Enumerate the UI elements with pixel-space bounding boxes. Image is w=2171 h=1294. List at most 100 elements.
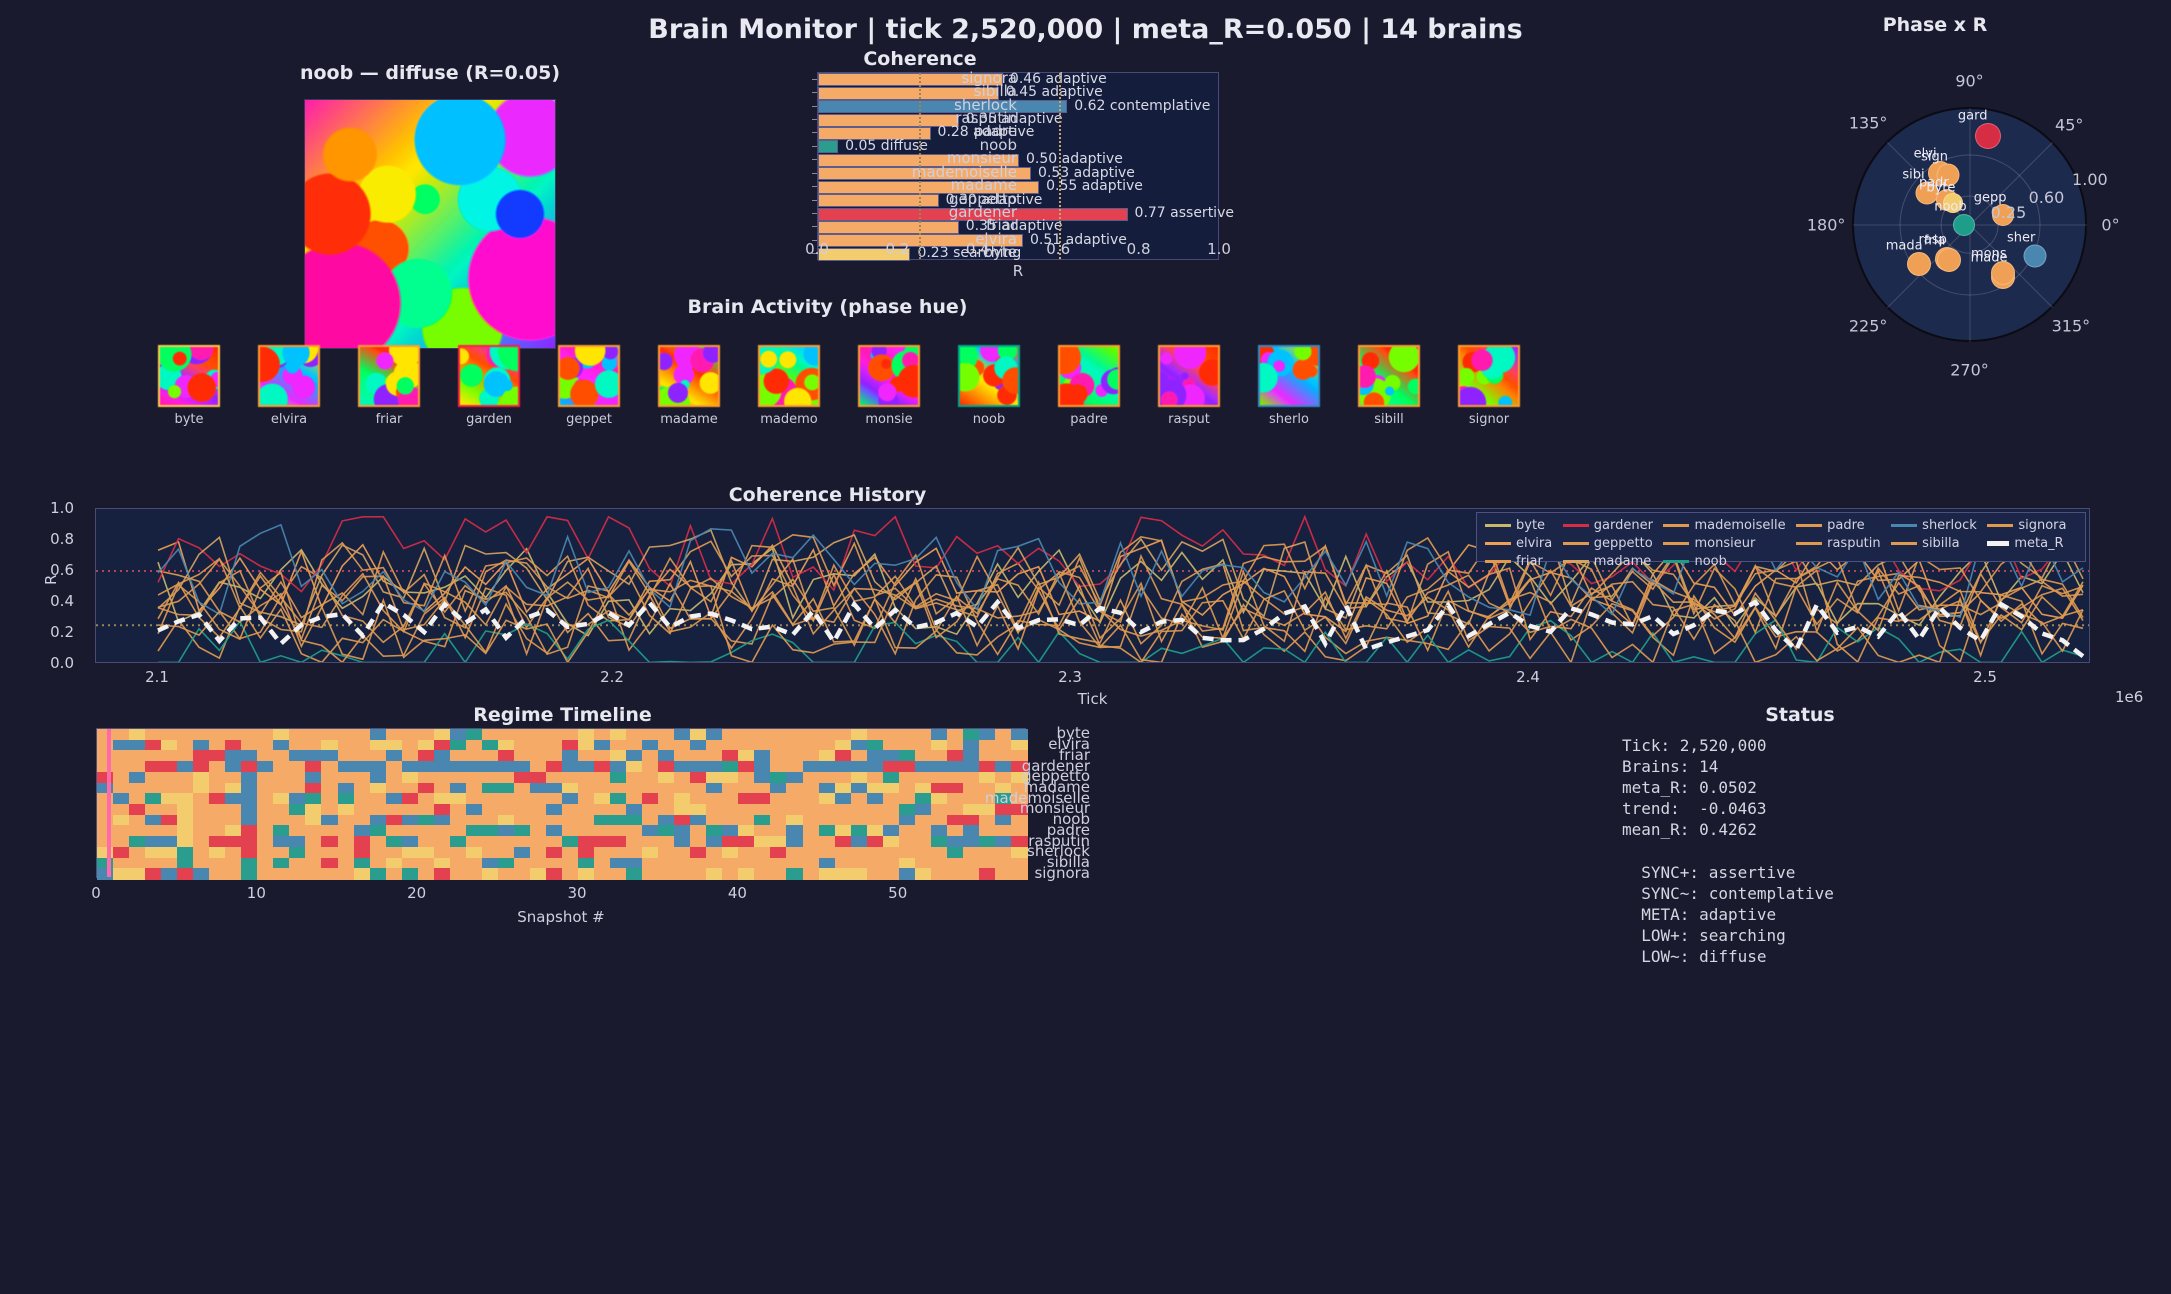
regime-current-marker	[106, 729, 111, 877]
regime-cell	[994, 857, 1012, 869]
coherence-tick-mark	[812, 105, 817, 107]
polar-angle-label: 0°	[2101, 215, 2120, 234]
legend-item[interactable]: geppetto	[1562, 536, 1654, 551]
brain-thumbnail[interactable]: monsie	[854, 345, 924, 427]
legend-item[interactable]: noob	[1663, 554, 1786, 569]
brain-thumbnail-label: madame	[660, 412, 718, 427]
legend-item[interactable]: elvira	[1485, 536, 1553, 551]
regime-cell	[369, 729, 387, 741]
regime-cell	[177, 729, 194, 741]
regime-cell	[1010, 825, 1028, 837]
history-lines	[96, 514, 2089, 662]
legend-item[interactable]: madame	[1562, 554, 1654, 569]
legend-item[interactable]: rasputin	[1796, 536, 1881, 551]
brain-thumbnail[interactable]: mademo	[754, 345, 824, 427]
brain-thumbnail[interactable]: elvira	[254, 345, 324, 427]
legend-item[interactable]: meta_R	[1987, 536, 2067, 551]
regime-cell	[129, 729, 146, 741]
regime-cell	[690, 750, 707, 762]
regime-cell	[209, 868, 226, 880]
regime-cell	[337, 739, 355, 752]
regime-cell	[738, 868, 755, 880]
regime-cell	[738, 761, 755, 773]
regime-cell	[369, 771, 387, 784]
brain-thumbnail[interactable]: sherlo	[1254, 345, 1324, 427]
legend-column: gardener geppetto madame	[1562, 518, 1654, 569]
regime-cell	[882, 750, 900, 762]
coherence-bar	[818, 194, 939, 208]
regime-cell	[578, 793, 595, 805]
brain-thumbnail[interactable]: rasput	[1154, 345, 1224, 427]
brain-thumbnail[interactable]: madame	[654, 345, 724, 427]
polar-spoke	[1969, 224, 1970, 342]
regime-cell	[225, 825, 242, 837]
regime-cell	[706, 846, 723, 859]
brain-thumbnail[interactable]: friar	[354, 345, 424, 427]
regime-cell	[930, 804, 948, 816]
regime-cell	[417, 739, 435, 752]
regime-cell	[978, 846, 996, 859]
regime-cell	[786, 804, 804, 816]
legend-item[interactable]: sibilla	[1891, 536, 1977, 551]
regime-cell	[113, 771, 130, 784]
coherence-category-label: elvira	[975, 229, 1017, 248]
regime-cell	[962, 793, 980, 805]
legend-item[interactable]: gardener	[1562, 518, 1654, 533]
regime-row-label: rasputin	[1028, 831, 1090, 850]
hero-phase-field-image	[304, 99, 556, 349]
brain-thumbnail[interactable]: garden	[454, 345, 524, 427]
regime-cell	[289, 825, 307, 837]
regime-cell	[610, 857, 627, 869]
legend-swatch	[1987, 524, 2014, 527]
legend-item[interactable]: friar	[1485, 554, 1553, 569]
regime-cell	[738, 771, 755, 784]
polar-angle-label: 315°	[2051, 316, 2091, 336]
legend-item[interactable]: monsieur	[1663, 536, 1786, 551]
regime-cell	[834, 814, 852, 827]
regime-cell	[401, 825, 419, 837]
regime-cell	[129, 814, 146, 827]
brain-thumbnail[interactable]: signor	[1454, 345, 1524, 427]
regime-cell	[241, 771, 258, 784]
legend-swatch	[1485, 542, 1511, 545]
regime-cell	[305, 739, 323, 752]
regime-cell	[722, 868, 739, 880]
regime-cell	[257, 825, 274, 837]
legend-item[interactable]: sherlock	[1891, 518, 1977, 533]
regime-cell	[193, 836, 210, 848]
regime-cell	[962, 846, 980, 859]
regime-cell	[626, 846, 643, 859]
regime-cell	[97, 729, 114, 741]
history-x-tick: 2.2	[600, 668, 624, 686]
regime-cell	[882, 836, 900, 848]
regime-cell	[962, 814, 980, 827]
regime-cell	[321, 804, 339, 816]
regime-cell	[1010, 804, 1028, 816]
regime-cell	[129, 782, 146, 794]
brain-thumbnail[interactable]: noob	[954, 345, 1024, 427]
regime-cell	[898, 804, 916, 816]
legend-swatch	[1562, 560, 1589, 563]
regime-cell	[449, 804, 467, 816]
brain-thumbnail[interactable]: padre	[1054, 345, 1124, 427]
regime-cell	[321, 761, 339, 773]
brain-thumbnail[interactable]: byte	[154, 345, 224, 427]
regime-cell	[145, 729, 162, 741]
regime-cell	[562, 793, 579, 805]
regime-cell	[289, 793, 307, 805]
polar-spoke	[1969, 107, 1970, 225]
regime-cell	[770, 729, 788, 741]
regime-cell	[545, 814, 563, 827]
coherence-bar-value: 0.77 assertive	[1134, 205, 1234, 221]
legend-item[interactable]: signora	[1987, 518, 2067, 533]
regime-cell	[1010, 750, 1028, 762]
regime-cell	[513, 814, 531, 827]
regime-cell	[305, 846, 323, 859]
regime-cell	[177, 868, 194, 880]
brain-thumbnail[interactable]: sibill	[1354, 345, 1424, 427]
brain-thumbnail[interactable]: geppet	[554, 345, 624, 427]
regime-cell	[770, 782, 788, 794]
legend-item[interactable]: mademoiselle	[1663, 518, 1786, 533]
legend-item[interactable]: padre	[1796, 518, 1881, 533]
legend-item[interactable]: byte	[1485, 518, 1553, 533]
